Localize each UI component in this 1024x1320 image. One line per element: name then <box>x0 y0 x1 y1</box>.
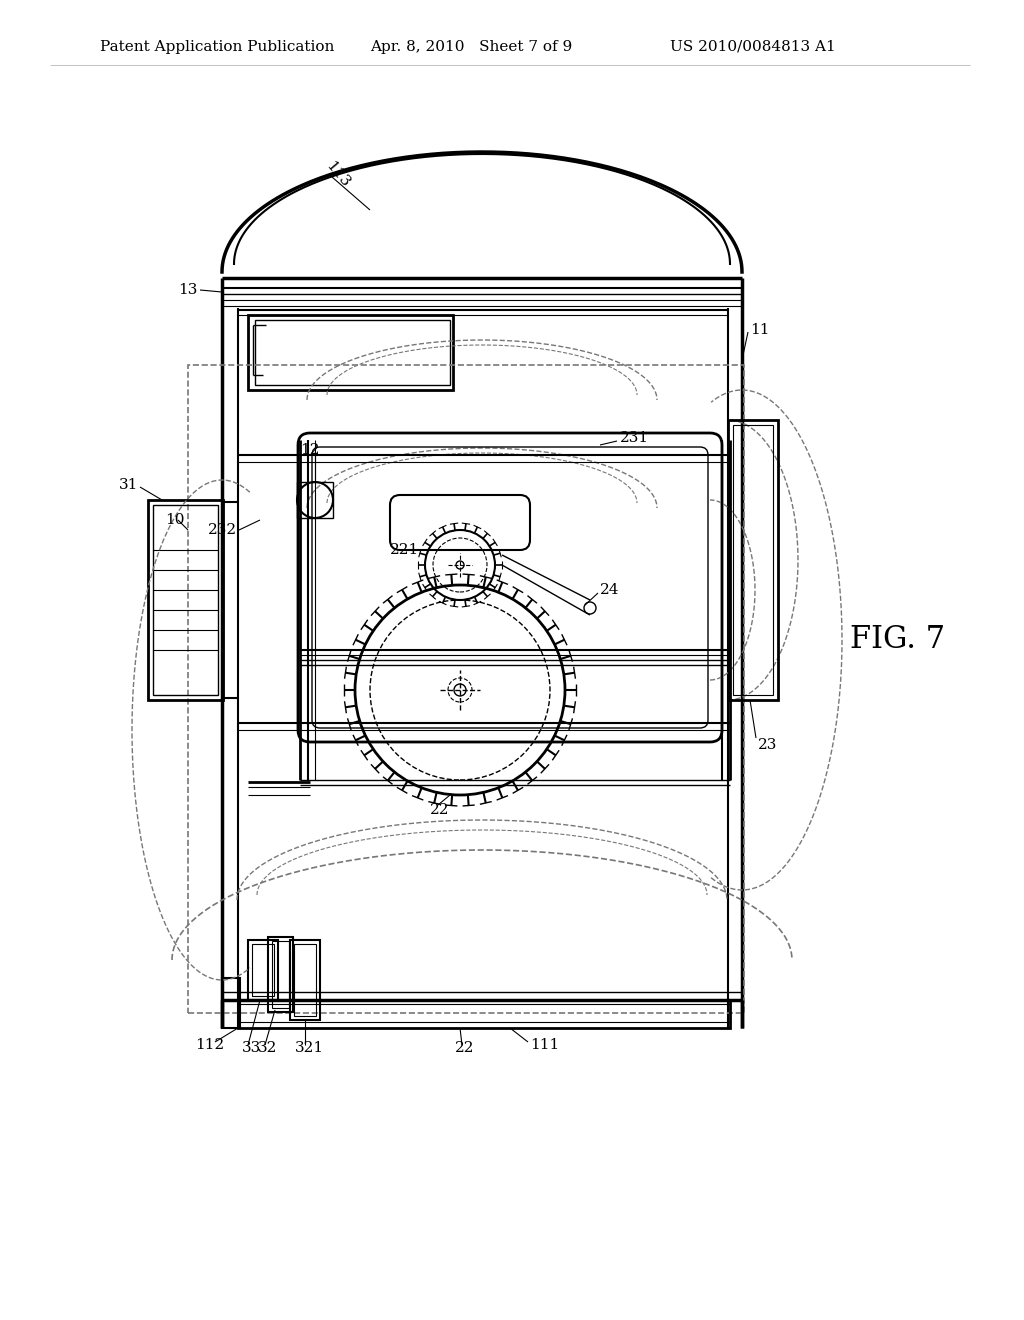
Text: 10: 10 <box>165 513 184 527</box>
Bar <box>294 944 316 1016</box>
Text: 113: 113 <box>323 160 352 190</box>
Text: 33: 33 <box>242 1041 261 1055</box>
Text: 31: 31 <box>119 478 138 492</box>
Text: 321: 321 <box>295 1041 325 1055</box>
Bar <box>290 940 319 1020</box>
Text: 23: 23 <box>758 738 777 752</box>
Bar <box>148 500 223 700</box>
Bar <box>252 944 274 997</box>
Bar <box>153 506 218 696</box>
Bar <box>238 1005 730 1022</box>
Text: 22: 22 <box>430 803 450 817</box>
Bar <box>248 315 453 389</box>
Bar <box>248 940 278 1001</box>
Text: 231: 231 <box>620 432 649 445</box>
Text: US 2010/0084813 A1: US 2010/0084813 A1 <box>670 40 836 54</box>
Bar <box>222 978 240 1028</box>
Bar <box>728 420 778 700</box>
Text: 13: 13 <box>178 282 198 297</box>
Bar <box>268 937 293 1012</box>
Text: 221: 221 <box>390 543 419 557</box>
Text: 24: 24 <box>600 583 620 597</box>
Text: FIG. 7: FIG. 7 <box>850 624 945 656</box>
Text: 232: 232 <box>208 523 237 537</box>
Text: 111: 111 <box>530 1038 559 1052</box>
Text: Apr. 8, 2010   Sheet 7 of 9: Apr. 8, 2010 Sheet 7 of 9 <box>370 40 572 54</box>
Bar <box>733 425 773 696</box>
Text: 22: 22 <box>455 1041 474 1055</box>
Text: 12: 12 <box>300 444 319 457</box>
Text: Patent Application Publication: Patent Application Publication <box>100 40 335 54</box>
Text: 32: 32 <box>258 1041 278 1055</box>
Bar <box>255 319 450 385</box>
Text: 11: 11 <box>750 323 769 337</box>
Bar <box>188 366 744 1012</box>
Bar <box>272 941 289 1008</box>
Bar <box>297 482 333 517</box>
Bar <box>238 1001 730 1028</box>
Text: 112: 112 <box>195 1038 224 1052</box>
